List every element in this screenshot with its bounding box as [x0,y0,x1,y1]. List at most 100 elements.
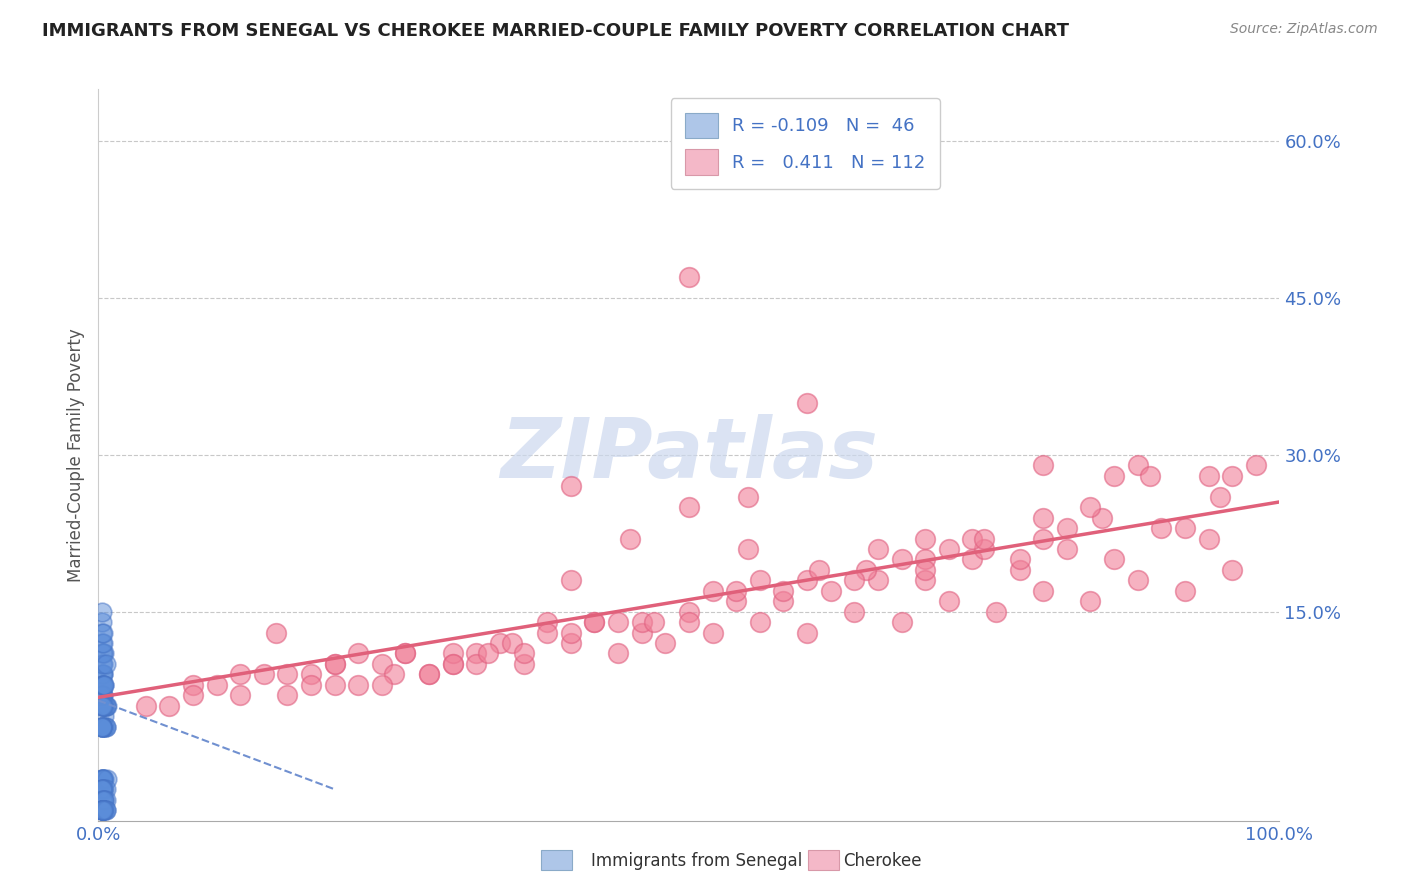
Text: Immigrants from Senegal: Immigrants from Senegal [591,852,801,870]
Point [1198,532,1220,546]
Point [91,803,114,817]
Point [91,647,114,661]
Point [323,657,346,671]
Point [91,803,114,817]
Point [678,500,700,515]
Point [914,532,936,546]
Point [465,657,488,671]
Point [962,552,984,566]
Point [702,625,724,640]
Point [807,563,830,577]
Point [1126,574,1149,588]
Point [91,772,114,786]
Point [91,698,114,713]
Point [394,647,416,661]
Point [93,678,115,692]
Point [91,678,114,692]
Point [96,772,118,786]
Point [678,270,700,285]
Point [91,803,114,817]
Point [1220,468,1243,483]
Point [299,678,322,692]
Point [489,636,512,650]
Point [93,678,115,692]
Point [93,698,115,713]
Point [93,698,115,713]
Point [205,678,228,692]
Text: Source: ZipAtlas.com: Source: ZipAtlas.com [1230,22,1378,37]
Point [1056,541,1078,556]
Point [1220,563,1243,577]
Point [536,625,558,640]
Point [772,583,794,598]
Point [91,688,114,702]
Legend: R = -0.109   N =  46, R =   0.411   N = 112: R = -0.109 N = 46, R = 0.411 N = 112 [671,98,939,189]
Point [91,667,114,681]
Point [91,625,114,640]
Point [678,615,700,629]
Point [91,657,114,671]
Point [91,615,114,629]
Point [465,647,488,661]
Point [91,688,114,702]
Point [93,793,115,807]
Point [441,657,464,671]
Point [560,479,582,493]
Point [93,698,115,713]
Point [323,657,346,671]
Point [135,698,157,713]
Point [91,636,114,650]
Point [91,688,114,702]
Point [962,532,984,546]
Point [94,698,117,713]
Point [91,772,114,786]
Point [94,698,117,713]
Point [1102,468,1125,483]
Point [477,647,499,661]
Point [441,657,464,671]
Point [91,772,114,786]
Point [1139,468,1161,483]
Point [371,657,394,671]
Point [973,532,995,546]
Point [748,574,770,588]
Point [96,698,118,713]
Point [94,657,117,671]
Text: Cherokee: Cherokee [844,852,922,870]
Point [91,803,114,817]
Point [93,793,115,807]
Point [643,615,665,629]
Point [866,574,889,588]
Point [91,803,114,817]
Point [914,563,936,577]
Point [1008,563,1031,577]
Point [91,803,114,817]
Point [512,647,534,661]
Point [855,563,877,577]
Point [441,647,464,661]
Point [630,625,652,640]
Point [914,574,936,588]
Point [91,647,114,661]
Point [91,720,114,734]
Point [560,574,582,588]
Point [796,395,818,409]
Point [91,772,114,786]
Point [91,803,114,817]
Point [91,678,114,692]
Point [93,709,115,723]
Point [93,647,115,661]
Point [91,667,114,681]
Point [91,720,114,734]
Point [347,678,370,692]
Point [1032,532,1054,546]
Point [1150,521,1173,535]
Point [630,615,652,629]
Point [1080,594,1102,608]
Point [1126,458,1149,473]
Point [772,594,794,608]
Point [866,541,889,556]
Point [382,667,405,681]
Point [91,698,114,713]
Point [1244,458,1267,473]
